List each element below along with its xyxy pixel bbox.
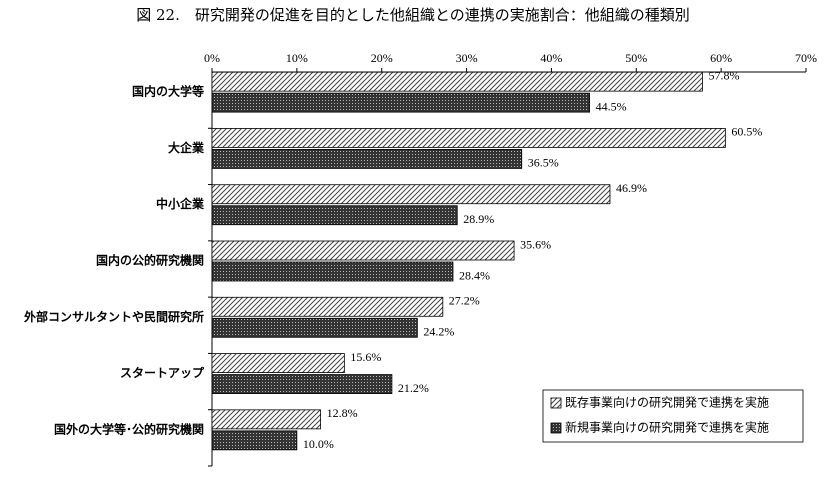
legend-box (542, 389, 804, 443)
value-label: 60.5% (731, 125, 762, 139)
y-tick-label: 中小企業 (156, 196, 205, 211)
value-label: 28.4% (459, 268, 490, 282)
value-label: 57.8% (708, 68, 739, 82)
bar (211, 261, 454, 282)
x-tick-label: 0% (204, 51, 220, 65)
value-label: 35.6% (520, 237, 551, 251)
bar (211, 317, 418, 338)
value-label: 28.9% (463, 212, 494, 226)
bar (211, 205, 458, 226)
value-label: 46.9% (616, 181, 647, 195)
y-tick-label: 国内の公的研究機関 (96, 253, 204, 268)
value-label: 15.6% (350, 350, 381, 364)
value-label: 12.8% (327, 406, 358, 420)
bar (211, 409, 322, 430)
bar (211, 92, 591, 113)
chart-title: 図 22. 研究開発の促進を目的とした他組織との連携の実施割合：他組織の種類別 (136, 6, 689, 24)
bar (211, 128, 726, 148)
value-label: 27.2% (449, 294, 480, 308)
x-tick-label: 50% (625, 51, 647, 65)
x-tick-label: 20% (371, 51, 393, 65)
bar (211, 71, 703, 92)
value-label: 44.5% (596, 99, 627, 113)
x-tick-label: 10% (286, 51, 308, 65)
y-tick-label: 国内の大学等 (132, 84, 204, 99)
value-label: 24.2% (423, 325, 454, 339)
value-label: 21.2% (398, 381, 429, 395)
x-tick-label: 40% (540, 51, 562, 65)
value-label: 10.0% (303, 437, 334, 451)
bar (211, 430, 298, 451)
legend-label: 新規事業向けの研究開発で連携を実施 (565, 420, 769, 435)
bar (211, 149, 523, 169)
y-tick-label: 大企業 (168, 140, 205, 155)
y-tick-label: 国外の大学等･公的研究機関 (54, 421, 204, 436)
y-tick-label: スタートアップ (120, 365, 205, 380)
x-tick-label: 60% (710, 51, 732, 65)
bar (211, 353, 345, 373)
bar (211, 296, 444, 317)
value-label: 36.5% (528, 156, 559, 170)
bar (211, 374, 393, 394)
y-tick-label: 外部コンサルタントや民間研究所 (24, 309, 204, 324)
bar (211, 184, 611, 205)
x-tick-label: 30% (456, 51, 478, 65)
legend-swatch (550, 397, 562, 409)
bar (211, 240, 515, 261)
legend-label: 既存事業向けの研究開発で連携を実施 (565, 395, 769, 410)
legend-swatch (550, 422, 562, 434)
x-tick-label: 70% (795, 51, 817, 65)
